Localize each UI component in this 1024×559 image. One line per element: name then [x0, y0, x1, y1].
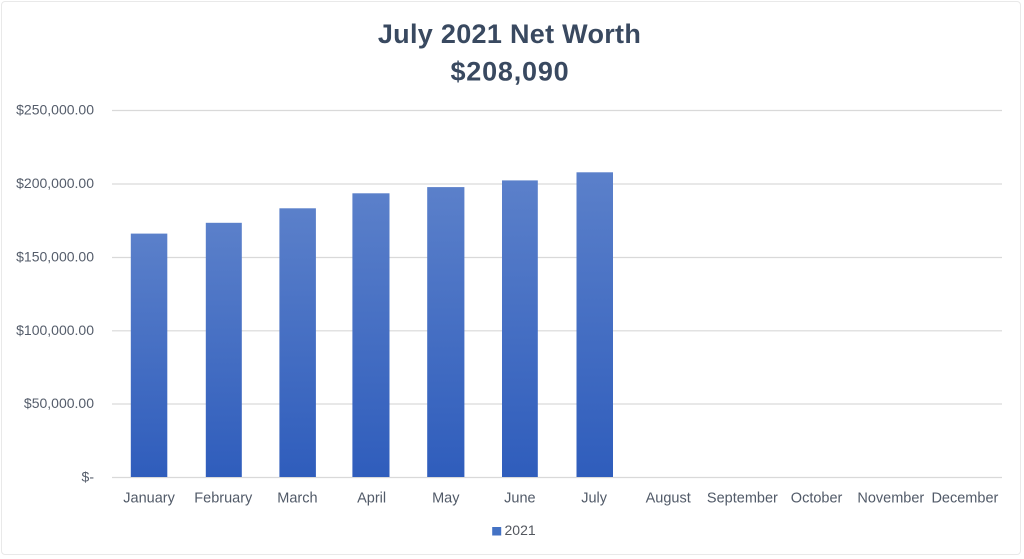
svg-text:$50,000.00: $50,000.00 — [24, 395, 94, 411]
svg-text:September: September — [707, 491, 778, 507]
svg-text:$150,000.00: $150,000.00 — [16, 249, 94, 265]
svg-text:July 2021 Net Worth: July 2021 Net Worth — [378, 19, 641, 49]
svg-text:July: July — [581, 491, 608, 507]
svg-text:March: March — [277, 491, 317, 507]
svg-text:$100,000.00: $100,000.00 — [16, 322, 94, 338]
svg-text:May: May — [432, 491, 460, 507]
svg-text:June: June — [504, 491, 535, 507]
svg-text:2021: 2021 — [505, 522, 536, 538]
svg-text:$250,000.00: $250,000.00 — [16, 102, 94, 118]
svg-text:August: August — [646, 491, 691, 507]
svg-text:December: December — [931, 491, 998, 507]
svg-text:January: January — [123, 491, 175, 507]
svg-text:April: April — [357, 491, 386, 507]
svg-text:$200,000.00: $200,000.00 — [16, 175, 94, 191]
svg-text:$-: $- — [82, 469, 95, 485]
svg-text:November: November — [857, 491, 924, 507]
svg-text:February: February — [194, 491, 253, 507]
svg-text:$208,090: $208,090 — [450, 56, 569, 86]
svg-text:October: October — [791, 491, 843, 507]
